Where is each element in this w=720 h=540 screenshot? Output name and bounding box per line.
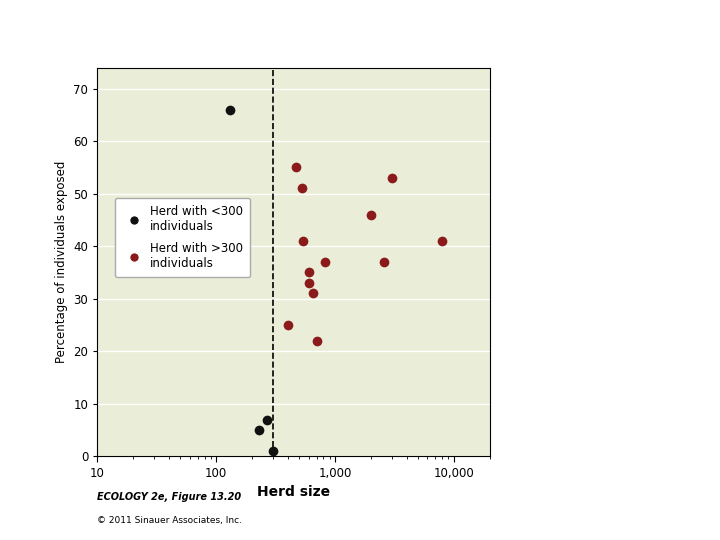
Point: [224, 105, 235, 114]
Text: Figure 13.20  Determining Threshold Population Densities: Figure 13.20 Determining Threshold Popul…: [6, 12, 429, 27]
Point: [386, 173, 397, 182]
Text: © 2011 Sinauer Associates, Inc.: © 2011 Sinauer Associates, Inc.: [97, 516, 242, 525]
Text: ECOLOGY 2e, Figure 13.20: ECOLOGY 2e, Figure 13.20: [97, 491, 241, 502]
Point: [307, 289, 318, 298]
Point: [253, 426, 265, 434]
X-axis label: Herd size: Herd size: [257, 485, 330, 500]
Point: [267, 447, 279, 455]
Point: [436, 237, 448, 245]
Point: [290, 163, 302, 172]
Point: [261, 415, 273, 424]
Point: [379, 258, 390, 266]
Point: [365, 210, 377, 219]
Point: [282, 321, 294, 329]
Point: [297, 237, 309, 245]
Point: [303, 279, 315, 287]
Point: [311, 336, 323, 345]
Point: [304, 268, 315, 276]
Point: [297, 184, 308, 193]
Point: [319, 258, 330, 266]
Legend: Herd with <300
individuals, Herd with >300
individuals: Herd with <300 individuals, Herd with >3…: [115, 198, 251, 278]
Y-axis label: Percentage of individuals exposed: Percentage of individuals exposed: [55, 161, 68, 363]
